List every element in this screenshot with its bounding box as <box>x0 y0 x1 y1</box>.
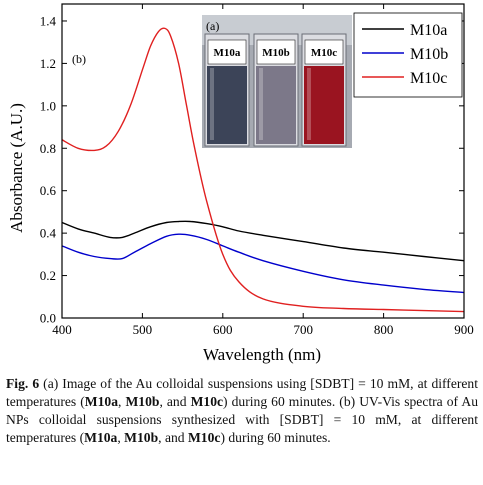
y-tick-label: 1.4 <box>40 13 57 28</box>
uv-vis-chart: 400 500 600 700 800 900 0.0 0.2 0.4 0.6 0.8 1.0 1.2 1… <box>7 3 474 364</box>
x-tick-label: 700 <box>293 322 313 337</box>
caption-sample: M10b <box>124 430 159 445</box>
caption-text: ) during 60 minutes. <box>220 430 331 445</box>
legend-label: M10c <box>410 70 447 87</box>
caption-sample: M10c <box>187 430 221 445</box>
y-tick-label: 1.2 <box>40 56 56 71</box>
vial-liquid <box>207 66 247 144</box>
inset-photo: (a) M10a M10b M10c <box>202 15 352 148</box>
vial-sticker <box>256 39 296 65</box>
x-tick-label: 900 <box>454 322 474 337</box>
x-tick-label: 600 <box>213 322 233 337</box>
caption-text: ) during 60 minutes. (b) UV-Vis spectra … <box>6 394 478 445</box>
vial-highlight <box>307 68 311 140</box>
legend-items: M10a M10b M10c <box>362 22 448 87</box>
panel-label: (b) <box>72 52 86 66</box>
vial-label: M10b <box>262 47 290 59</box>
x-tick-label: 400 <box>52 322 72 337</box>
y-tick-label: 0.8 <box>40 141 56 156</box>
y-tick-label: 0.4 <box>40 226 57 241</box>
caption-text: , and <box>159 394 191 409</box>
figure-caption: Fig. 6 (a) Image of the Au colloidal sus… <box>6 375 478 447</box>
series-line-m10b <box>61 233 465 294</box>
vial-liquid <box>256 66 296 144</box>
series-line-m10c <box>61 27 465 313</box>
vial-sticker <box>304 39 344 65</box>
inset-label: (a) <box>206 19 219 33</box>
caption-fig-label: Fig. 6 <box>6 376 40 391</box>
caption-text: , <box>118 394 126 409</box>
caption-text: (a) Image of the Au colloidal suspension… <box>6 376 478 409</box>
vial-highlight <box>259 68 263 140</box>
plot-frame <box>61 3 465 319</box>
vial-highlight <box>210 68 214 140</box>
x-tick-label: 800 <box>374 322 394 337</box>
axis-ticks: 400 500 600 700 800 900 0.0 0.2 0.4 0.6 0.8 1.0 1.2 1… <box>40 4 474 337</box>
vial-sticker <box>207 39 247 65</box>
series-layer <box>61 27 465 313</box>
caption-sample: M10c <box>190 394 224 409</box>
y-tick-label: 0.2 <box>40 268 56 283</box>
caption-sample: M10a <box>84 430 118 445</box>
vial-label: M10c <box>311 47 337 59</box>
vial-liquid <box>304 66 344 144</box>
legend-label: M10a <box>410 22 447 39</box>
caption-text: , and <box>158 430 188 445</box>
y-tick-label: 0.6 <box>40 183 57 198</box>
legend-label: M10b <box>410 46 448 63</box>
legend-box <box>353 12 463 98</box>
caption-sample: M10a <box>84 394 119 409</box>
legend: M10a M10b M10c <box>353 12 463 98</box>
y-axis-label: Absorbance (A.U.) <box>7 103 26 233</box>
x-axis-label: Wavelength (nm) <box>203 345 321 364</box>
caption-text: , <box>117 430 125 445</box>
caption-sample: M10b <box>125 394 160 409</box>
x-tick-label: 500 <box>133 322 153 337</box>
vial-label: M10a <box>214 47 241 59</box>
vials: M10a M10b M10c <box>204 33 347 147</box>
y-tick-label: 0.0 <box>40 311 56 326</box>
series-line-m10a <box>61 220 465 262</box>
y-tick-label: 1.0 <box>40 98 56 113</box>
